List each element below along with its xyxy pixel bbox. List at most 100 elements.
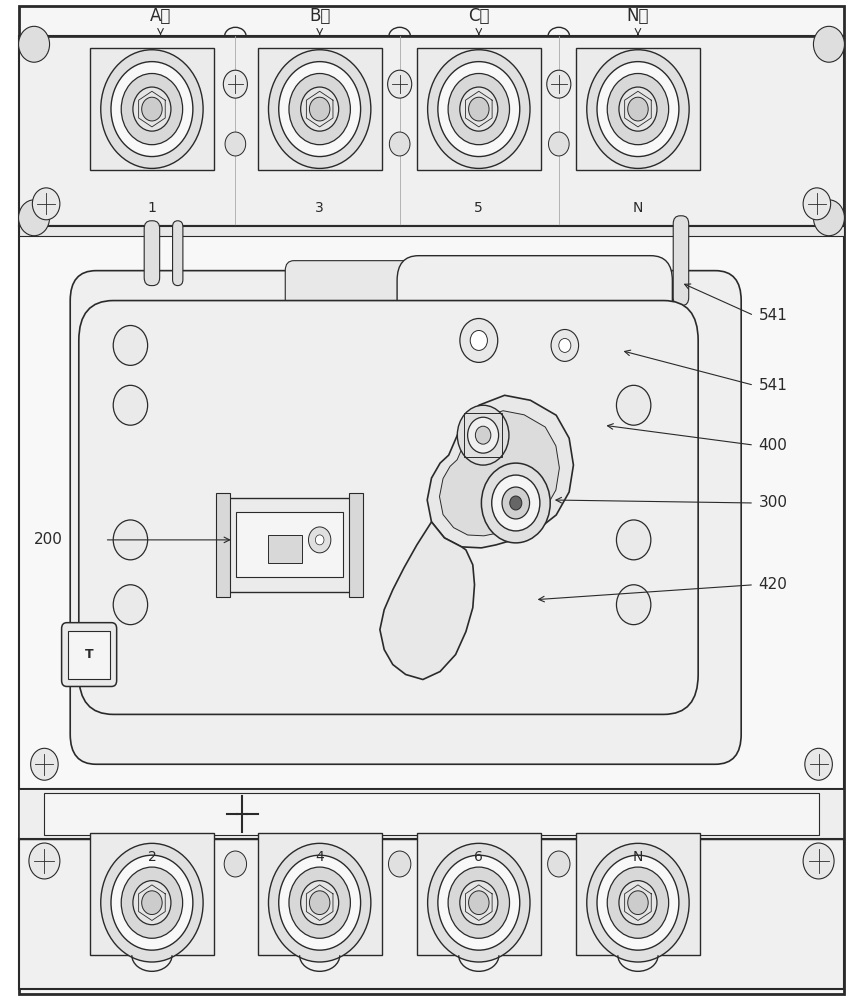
Circle shape xyxy=(438,62,520,157)
Circle shape xyxy=(142,891,162,915)
Circle shape xyxy=(608,73,669,145)
Bar xyxy=(19,226,844,789)
Circle shape xyxy=(32,188,60,220)
Circle shape xyxy=(29,843,60,879)
Polygon shape xyxy=(427,395,573,548)
Circle shape xyxy=(547,70,570,98)
Bar xyxy=(257,833,381,955)
Circle shape xyxy=(279,855,361,950)
Bar xyxy=(90,833,214,955)
Circle shape xyxy=(133,881,171,925)
Circle shape xyxy=(19,26,49,62)
FancyBboxPatch shape xyxy=(61,623,117,686)
Circle shape xyxy=(460,87,498,131)
Circle shape xyxy=(616,520,651,560)
Bar xyxy=(223,498,356,592)
Circle shape xyxy=(438,855,520,950)
Text: 420: 420 xyxy=(759,577,787,592)
Circle shape xyxy=(224,70,248,98)
Circle shape xyxy=(310,97,330,121)
Bar xyxy=(417,48,541,170)
Circle shape xyxy=(113,385,148,425)
Bar xyxy=(19,36,844,226)
Bar xyxy=(19,839,844,989)
Circle shape xyxy=(315,535,324,545)
Text: B相: B相 xyxy=(309,7,331,25)
Circle shape xyxy=(388,851,411,877)
Circle shape xyxy=(469,891,489,915)
Circle shape xyxy=(597,62,679,157)
Circle shape xyxy=(113,520,148,560)
Circle shape xyxy=(627,891,648,915)
FancyBboxPatch shape xyxy=(397,256,672,410)
Text: C相: C相 xyxy=(468,7,489,25)
Circle shape xyxy=(549,132,569,156)
Bar xyxy=(19,226,844,236)
Circle shape xyxy=(814,26,844,62)
Circle shape xyxy=(510,496,522,510)
Bar xyxy=(268,535,302,563)
Circle shape xyxy=(619,881,657,925)
Circle shape xyxy=(111,855,192,950)
Circle shape xyxy=(482,463,551,543)
Circle shape xyxy=(428,50,530,168)
Circle shape xyxy=(225,132,246,156)
Circle shape xyxy=(310,891,330,915)
Text: A相: A相 xyxy=(150,7,171,25)
Circle shape xyxy=(279,62,361,157)
Circle shape xyxy=(803,843,834,879)
Circle shape xyxy=(289,73,350,145)
Circle shape xyxy=(111,62,192,157)
Circle shape xyxy=(300,881,338,925)
Text: 3: 3 xyxy=(315,201,324,215)
FancyBboxPatch shape xyxy=(173,221,183,286)
Circle shape xyxy=(268,843,371,962)
Text: 4: 4 xyxy=(315,850,324,864)
Bar xyxy=(236,512,343,577)
Text: N: N xyxy=(633,850,643,864)
Circle shape xyxy=(814,200,844,236)
Circle shape xyxy=(502,487,530,519)
Circle shape xyxy=(289,867,350,938)
Circle shape xyxy=(30,748,58,780)
Bar xyxy=(576,48,700,170)
Circle shape xyxy=(300,87,338,131)
Circle shape xyxy=(389,132,410,156)
Text: 200: 200 xyxy=(34,532,63,547)
Circle shape xyxy=(113,585,148,625)
Circle shape xyxy=(616,585,651,625)
Circle shape xyxy=(101,50,203,168)
Text: T: T xyxy=(85,648,93,661)
Circle shape xyxy=(142,97,162,121)
Circle shape xyxy=(468,417,499,453)
Bar xyxy=(350,493,363,597)
FancyBboxPatch shape xyxy=(79,301,698,714)
Circle shape xyxy=(457,405,509,465)
Circle shape xyxy=(460,881,498,925)
Bar xyxy=(44,793,819,835)
Circle shape xyxy=(608,867,669,938)
Bar xyxy=(216,493,230,597)
Bar xyxy=(417,833,541,955)
Circle shape xyxy=(492,475,540,531)
Circle shape xyxy=(428,843,530,962)
Bar xyxy=(90,48,214,170)
Text: 6: 6 xyxy=(475,850,483,864)
Circle shape xyxy=(587,843,690,962)
Text: N相: N相 xyxy=(627,7,649,25)
FancyBboxPatch shape xyxy=(144,221,160,286)
Circle shape xyxy=(616,385,651,425)
Circle shape xyxy=(805,748,833,780)
Polygon shape xyxy=(439,411,559,536)
Text: 300: 300 xyxy=(759,495,787,510)
Circle shape xyxy=(551,329,578,361)
Circle shape xyxy=(133,87,171,131)
Circle shape xyxy=(113,325,148,365)
Circle shape xyxy=(803,188,831,220)
Circle shape xyxy=(548,851,570,877)
Circle shape xyxy=(470,330,488,350)
Circle shape xyxy=(308,527,331,553)
Circle shape xyxy=(597,855,679,950)
Text: 2: 2 xyxy=(148,850,156,864)
Circle shape xyxy=(19,200,49,236)
